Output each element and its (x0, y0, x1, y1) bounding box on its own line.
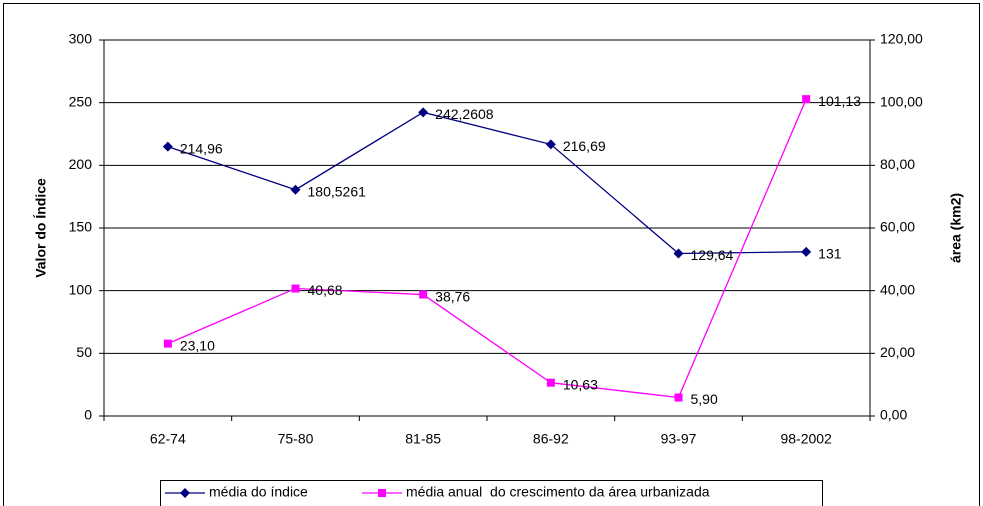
legend-label: média anual do crescimento da área urban… (406, 484, 710, 500)
data-label: 129,64 (691, 247, 734, 263)
data-label: 242,2608 (435, 106, 494, 122)
x-tick-label: 86-92 (533, 431, 569, 447)
data-point (291, 284, 300, 293)
x-tick-label: 62-74 (150, 431, 186, 447)
y2-tick-label: 20,00 (880, 344, 915, 360)
data-point (163, 339, 172, 348)
y-tick-label: 150 (69, 219, 93, 235)
data-label: 214,96 (180, 140, 223, 156)
legend-box (160, 480, 823, 506)
data-point (545, 139, 556, 150)
x-tick-label: 81-85 (405, 431, 441, 447)
data-point (290, 184, 301, 195)
data-point (801, 246, 812, 257)
data-label: 10,63 (563, 376, 598, 392)
y2-tick-label: 120,00 (880, 31, 923, 47)
data-label: 5,90 (691, 391, 718, 407)
data-point (418, 107, 429, 118)
chart-border (3, 3, 980, 506)
data-point (674, 393, 683, 402)
data-label: 101,13 (818, 93, 861, 109)
data-point (802, 95, 811, 104)
y-tick-label: 100 (69, 281, 93, 297)
y-tick-label: 300 (69, 31, 93, 47)
y2-tick-label: 60,00 (880, 219, 915, 235)
legend-marker (180, 488, 190, 498)
legend-label: média do índice (209, 484, 308, 500)
y2-tick-label: 100,00 (880, 93, 923, 109)
y-tick-label: 0 (84, 407, 92, 423)
data-label: 23,10 (180, 337, 215, 353)
y-tick-label: 200 (69, 156, 93, 172)
y2-tick-label: 80,00 (880, 156, 915, 172)
data-label: 216,69 (563, 138, 606, 154)
data-point (546, 378, 555, 387)
data-point (673, 248, 684, 259)
data-point (419, 290, 428, 299)
data-point (162, 141, 173, 152)
y2-tick-label: 40,00 (880, 281, 915, 297)
data-label: 38,76 (435, 288, 470, 304)
x-tick-label: 75-80 (278, 431, 314, 447)
y-tick-label: 50 (76, 344, 92, 360)
y2-axis-title: área (km2) (948, 193, 964, 263)
data-label: 180,5261 (308, 183, 367, 199)
data-label: 40,68 (308, 282, 343, 298)
x-tick-label: 93-97 (661, 431, 697, 447)
y-tick-label: 250 (69, 93, 93, 109)
series-line (167, 98, 807, 399)
y2-tick-label: 0,00 (880, 407, 907, 423)
legend-marker (378, 489, 386, 497)
x-tick-label: 98-2002 (780, 431, 832, 447)
data-label: 131 (818, 246, 842, 262)
y-axis-title: Valor do Índice (33, 178, 49, 278)
series-line (167, 111, 807, 255)
